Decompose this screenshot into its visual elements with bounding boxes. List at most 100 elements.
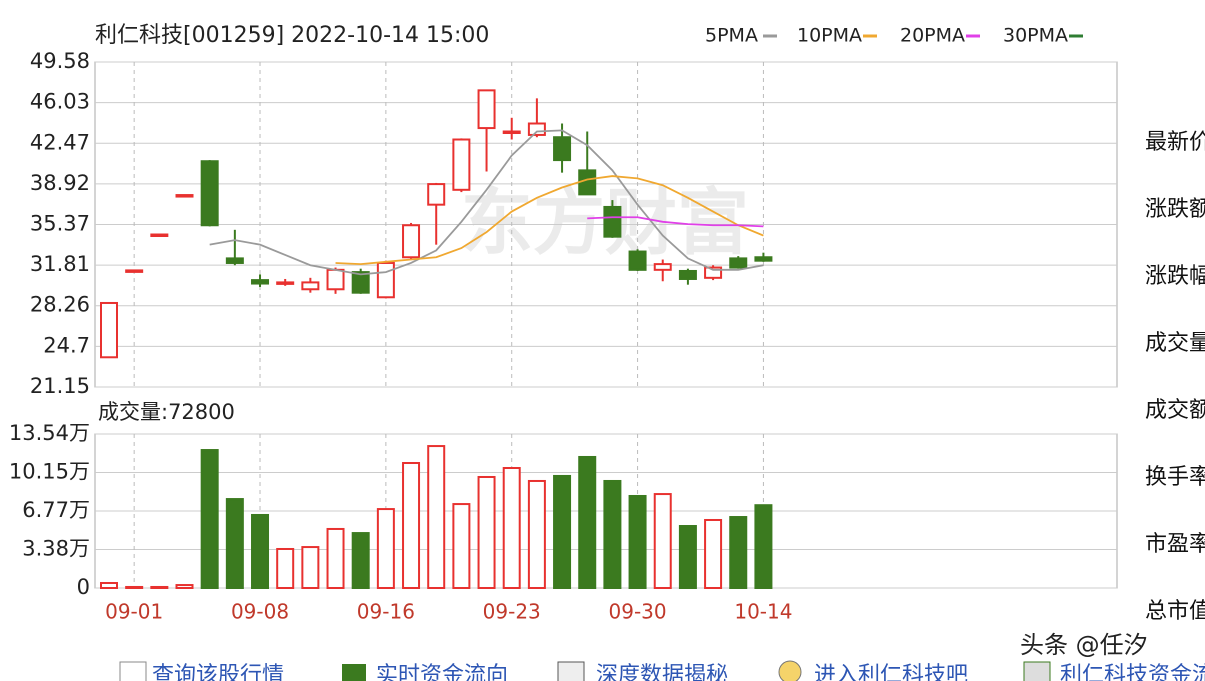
volume-bar	[200, 449, 219, 589]
quote-label: 成交额	[1145, 398, 1205, 423]
y-tick-label: 28.26	[30, 293, 90, 317]
x-tick-label: 09-08	[231, 600, 289, 624]
candle-body	[251, 279, 270, 285]
candle-body	[402, 224, 421, 259]
candle-body	[200, 160, 219, 227]
y-tick-label: 42.47	[30, 130, 90, 154]
y-tick-label: 0	[77, 575, 90, 599]
candle-body	[351, 271, 370, 294]
legend-label: 10PMA	[797, 25, 862, 47]
candle-body	[276, 281, 295, 285]
volume-bar	[678, 525, 697, 590]
icon	[778, 660, 802, 681]
icon	[557, 661, 585, 681]
volume-bar	[729, 516, 748, 590]
candle-body	[100, 301, 118, 359]
candle-body	[603, 205, 622, 238]
volume-bar	[150, 585, 169, 590]
link[interactable]: 查询该股行情	[152, 663, 284, 681]
volume-bar	[376, 508, 395, 589]
candle-body	[477, 89, 496, 130]
volume-bar	[125, 585, 144, 590]
volume-bar	[653, 493, 672, 589]
volume-bar	[628, 494, 647, 589]
y-tick-label: 10.15万	[9, 460, 90, 484]
y-tick-label: 6.77万	[22, 498, 90, 522]
candle-body	[653, 263, 672, 271]
candle-body	[326, 268, 345, 291]
x-tick-label: 09-16	[357, 600, 415, 624]
volume-bar	[301, 546, 320, 589]
quote-label: 涨跌幅	[1145, 264, 1205, 289]
credit: 头条 @任汐	[1020, 631, 1148, 659]
quote-label: 总市值	[1145, 599, 1205, 624]
volume-bar	[754, 504, 773, 589]
quote-label: 换手率	[1145, 465, 1205, 490]
volume-bar	[578, 455, 597, 589]
y-tick-label: 46.03	[30, 90, 90, 114]
volume-bar	[452, 503, 471, 589]
chart-title: 利仁科技[001259] 2022-10-14 15:00	[95, 23, 489, 48]
volume-bar	[175, 584, 194, 590]
candle-body	[578, 169, 597, 196]
ma-line	[209, 129, 764, 276]
candle-body	[301, 281, 320, 291]
volume-bar	[477, 475, 496, 589]
volume-bar	[553, 474, 572, 590]
link-icons	[119, 660, 1051, 681]
x-tick-label: 09-23	[483, 600, 541, 624]
quote-label: 最新价	[1145, 130, 1205, 155]
icon	[119, 661, 147, 681]
candle-body	[553, 136, 572, 162]
link[interactable]: 实时资金流向	[376, 663, 508, 681]
volume-bar	[351, 532, 370, 590]
volume-bar	[704, 518, 723, 589]
volume-bar	[251, 513, 270, 589]
candle-body	[427, 183, 446, 206]
y-tick-label: 31.81	[30, 252, 90, 276]
icon	[342, 664, 366, 681]
volume-bar	[225, 498, 244, 590]
y-tick-label: 38.92	[30, 171, 90, 195]
link[interactable]: 深度数据揭秘	[596, 663, 728, 681]
candle-body	[678, 269, 697, 280]
y-tick-label: 49.58	[30, 49, 90, 73]
link[interactable]: 利仁科技资金流向	[1060, 663, 1205, 681]
volume-bar	[402, 462, 421, 590]
legend-label: 20PMA	[900, 25, 965, 47]
link[interactable]: 进入利仁科技吧	[814, 663, 968, 681]
volume-bar	[527, 479, 546, 590]
volume-bar	[326, 527, 345, 589]
candle-body	[754, 256, 773, 262]
volume-bar	[427, 445, 446, 589]
quote-label: 市盈率	[1145, 532, 1205, 557]
candle-body	[125, 269, 144, 273]
volume-bar	[502, 467, 521, 589]
candle-body	[527, 122, 546, 136]
candle-body	[729, 257, 748, 269]
y-tick-label: 35.37	[30, 211, 90, 235]
volume-bar	[603, 479, 622, 590]
volume-bar	[100, 581, 118, 589]
volume-bar	[276, 547, 295, 589]
candle-body	[150, 233, 169, 238]
y-tick-label: 21.15	[30, 374, 90, 398]
ma-line	[587, 216, 764, 228]
x-tick-label: 09-30	[609, 600, 667, 624]
candle-body	[502, 130, 521, 135]
y-tick-label: 13.54万	[9, 421, 90, 445]
volume-title: 成交量:72800	[98, 400, 235, 424]
candle-body	[225, 257, 244, 264]
candle-body	[376, 261, 395, 299]
candle-body	[452, 138, 471, 191]
quote-label: 涨跌额	[1145, 197, 1205, 222]
ma-line	[335, 175, 764, 266]
candle-body	[704, 266, 723, 279]
x-tick-label: 10-14	[734, 600, 792, 624]
quote-label: 成交量	[1145, 331, 1205, 356]
x-tick-label: 09-01	[105, 600, 163, 624]
legend-label: 5PMA	[705, 25, 758, 47]
y-tick-label: 3.38万	[22, 537, 90, 561]
